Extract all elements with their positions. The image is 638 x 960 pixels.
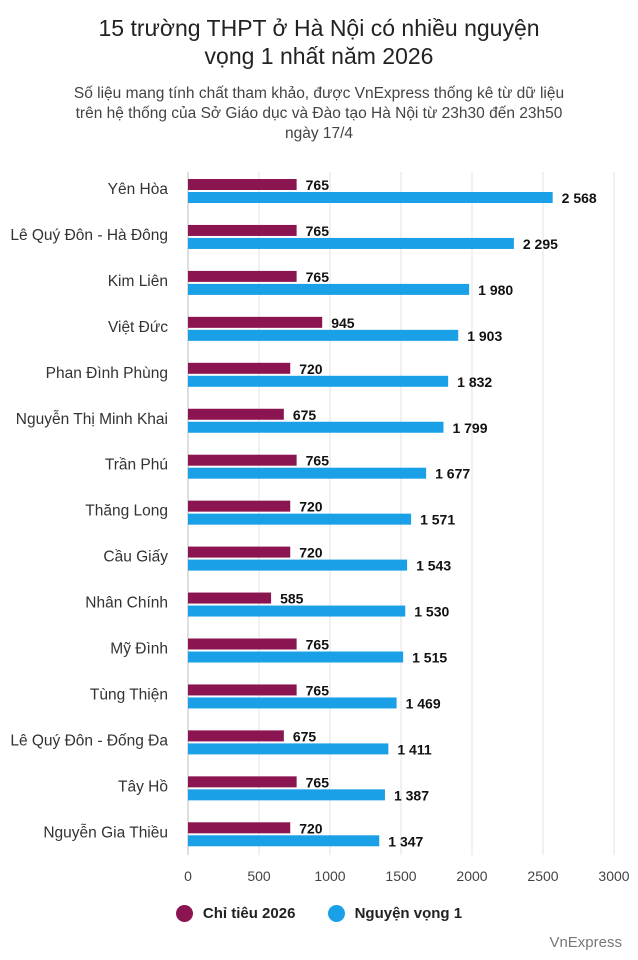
chart-title-line-2: vọng 1 nhất năm 2026 (204, 43, 434, 69)
category-label: Lê Quý Đôn - Đống Đa (10, 732, 168, 749)
data-label-series-1: 585 (280, 591, 304, 607)
chart-subtitle-line-2: trên hệ thống của Sở Giáo dục và Đào tạo… (75, 105, 563, 122)
x-tick-label: 1500 (385, 868, 416, 884)
chart-subtitle: Số liệu mang tính chất tham khảo, được V… (20, 84, 618, 144)
data-label-series-2: 1 832 (457, 374, 492, 390)
data-label-series-1: 720 (299, 545, 323, 561)
data-label-series-1: 945 (331, 315, 355, 331)
bar-series-2 (188, 192, 553, 203)
category-label: Lê Quý Đôn - Hà Đông (10, 227, 168, 244)
bar-series-1 (188, 776, 297, 788)
chart-subtitle-line-3: ngày 17/4 (284, 125, 354, 142)
bar-series-2 (188, 697, 397, 709)
x-tick-label: 2500 (527, 868, 558, 884)
bar-series-2 (188, 329, 459, 341)
data-label-series-1: 765 (306, 269, 330, 285)
bar-series-1 (188, 684, 297, 696)
data-label-series-2: 1 677 (435, 466, 470, 482)
category-label: Thăng Long (85, 503, 168, 520)
bar-series-2 (188, 283, 470, 295)
bar-series-1 (188, 270, 297, 282)
data-label-series-2: 1 530 (414, 604, 449, 620)
bar-series-1 (188, 500, 291, 512)
chart-legend: Chỉ tiêu 2026 Nguyện vọng 1 (0, 905, 638, 926)
category-label: Nguyễn Gia Thiều (43, 824, 168, 841)
bar-series-2 (188, 743, 389, 755)
x-tick-label: 3000 (598, 868, 629, 884)
bar-series-2 (188, 789, 385, 801)
bar-series-1 (188, 408, 284, 420)
bar-series-2 (188, 467, 427, 479)
data-label-series-2: 2 295 (523, 236, 558, 252)
bar-chart: 0 500 1000 1500 2000 2500 3000 Yên Hòa 765 2 568 L… (10, 172, 630, 884)
category-label: Phan Đình Phùng (46, 365, 168, 382)
bar-series-2 (188, 651, 404, 663)
chart-title: 15 trường THPT ở Hà Nội có nhiều nguyện … (0, 14, 638, 70)
chart-title-line-1: 15 trường THPT ở Hà Nội có nhiều nguyện (98, 15, 540, 41)
bar-series-2 (188, 835, 380, 847)
data-label-series-2: 1 571 (420, 512, 455, 528)
data-label-series-1: 675 (293, 407, 317, 423)
category-label: Yên Hòa (108, 181, 169, 198)
data-label-series-1: 765 (306, 774, 330, 790)
data-label-series-1: 720 (299, 820, 323, 836)
data-label-series-2: 1 411 (397, 741, 431, 757)
bar-series-1 (188, 592, 272, 604)
bar-series-2 (188, 559, 408, 571)
data-label-series-2: 1 903 (467, 328, 502, 344)
data-label-series-2: 1 980 (478, 282, 513, 298)
data-label-series-1: 720 (299, 499, 323, 515)
bar-series-2 (188, 375, 449, 387)
bar-series-1 (188, 638, 297, 650)
category-label: Trần Phú (105, 457, 168, 474)
x-tick-label: 1000 (314, 868, 345, 884)
data-label-series-2: 1 469 (406, 695, 441, 711)
data-label-series-2: 1 515 (412, 650, 447, 666)
bar-series-1 (188, 316, 323, 328)
data-label-series-1: 765 (306, 223, 330, 239)
category-label: Nguyễn Thị Minh Khai (16, 411, 168, 428)
data-label-series-2: 1 387 (394, 787, 429, 803)
bar-series-1 (188, 454, 297, 466)
bar-series-2 (188, 421, 444, 433)
category-label: Tây Hồ (118, 778, 168, 795)
data-label-series-1: 765 (306, 682, 330, 698)
data-label-series-1: 720 (299, 361, 323, 377)
legend-label-series-1: Chỉ tiêu 2026 (202, 905, 296, 922)
data-label-series-1: 675 (293, 728, 317, 744)
chart-subtitle-line-1: Số liệu mang tính chất tham khảo, được V… (73, 85, 565, 102)
source-credit: VnExpress (549, 934, 622, 951)
bar-series-2 (188, 513, 412, 525)
bar-series-1 (188, 730, 284, 742)
bar-series-1 (188, 179, 297, 190)
category-label: Tùng Thiện (90, 686, 168, 703)
legend-label-series-2: Nguyện vọng 1 (354, 905, 463, 922)
x-tick-label: 0 (184, 868, 192, 884)
data-label-series-2: 1 543 (416, 558, 451, 574)
category-label: Nhân Chính (85, 595, 168, 612)
data-label-series-2: 2 568 (562, 190, 597, 206)
category-label: Kim Liên (108, 273, 168, 290)
data-label-series-1: 765 (306, 177, 330, 193)
legend-item-series-2: Nguyện vọng 1 (327, 905, 463, 922)
bar-series-2 (188, 605, 406, 617)
category-label: Việt Đức (108, 319, 168, 336)
bar-series-1 (188, 822, 291, 834)
data-label-series-1: 765 (306, 637, 330, 653)
legend-swatch-series-1 (175, 905, 193, 922)
x-tick-label: 500 (247, 868, 271, 884)
data-label-series-1: 765 (306, 453, 330, 469)
data-label-series-2: 1 799 (452, 420, 487, 436)
x-tick-label: 2000 (456, 868, 487, 884)
bar-series-1 (188, 362, 291, 374)
bar-series-1 (188, 224, 297, 236)
legend-swatch-series-2 (327, 905, 345, 922)
category-label: Cầu Giấy (103, 549, 168, 566)
data-label-series-2: 1 347 (388, 833, 423, 849)
category-label: Mỹ Đình (110, 641, 168, 658)
bar-series-1 (188, 546, 291, 558)
bar-series-2 (188, 237, 514, 249)
legend-item-series-1: Chỉ tiêu 2026 (175, 905, 296, 922)
